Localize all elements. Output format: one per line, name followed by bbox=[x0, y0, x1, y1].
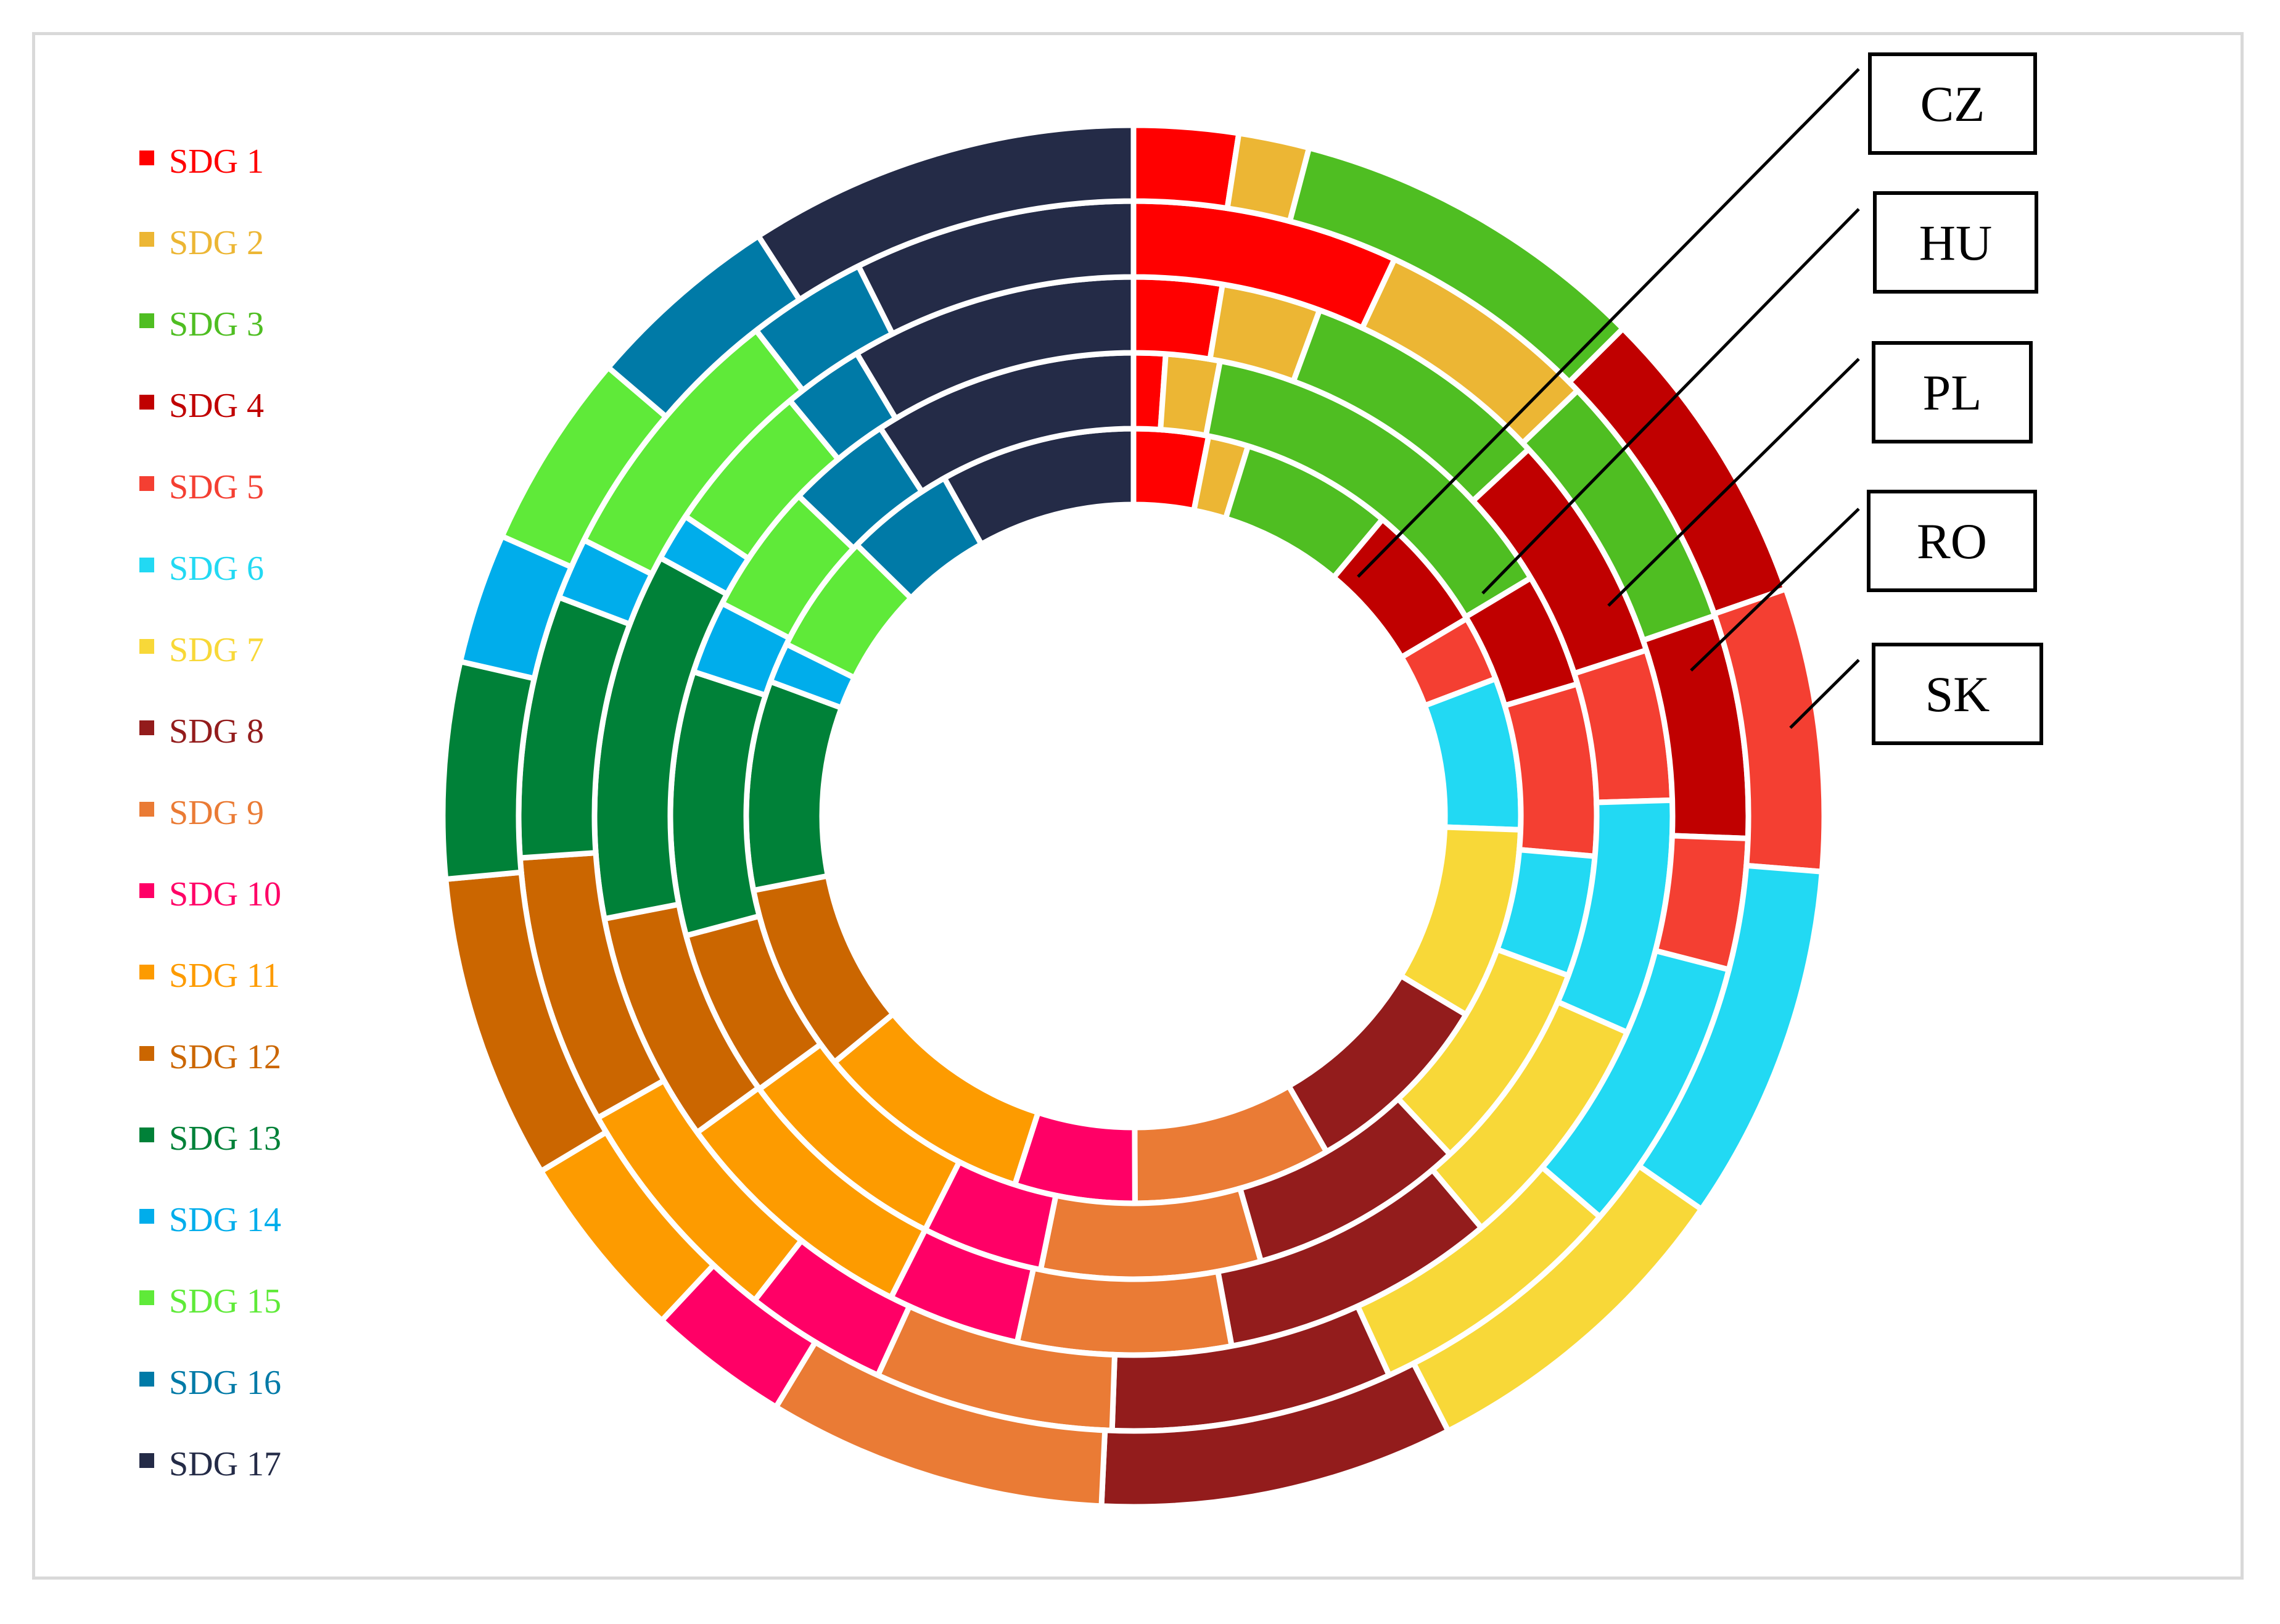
slice-hu-sdg-9 bbox=[1037, 1185, 1265, 1282]
slice-sk-sdg-1 bbox=[1130, 122, 1242, 212]
legend-label-sdg-5: SDG 5 bbox=[169, 468, 264, 506]
callout-box-hu bbox=[1873, 191, 2038, 294]
callout-label-pl: PL bbox=[1923, 365, 1982, 421]
legend-swatch-sdg-8 bbox=[139, 720, 154, 735]
callout-line-pl bbox=[1607, 358, 1860, 607]
legend-label-sdg-16: SDG 16 bbox=[169, 1364, 281, 1402]
legend: SDG 1 SDG 2 SDG 3 SDG 4 SDG 5 SDG 6 SDG 7 SDG 8… bbox=[139, 142, 281, 1483]
legend-label-sdg-14: SDG 14 bbox=[169, 1201, 281, 1239]
legend-swatch-sdg-7 bbox=[139, 639, 154, 654]
legend-label-sdg-13: SDG 13 bbox=[169, 1119, 281, 1158]
legend-swatch-sdg-4 bbox=[139, 395, 154, 410]
legend-swatch-sdg-9 bbox=[139, 802, 154, 817]
legend-swatch-sdg-1 bbox=[139, 150, 154, 165]
legend-label-sdg-15: SDG 15 bbox=[169, 1282, 281, 1321]
series-callouts: CZ HU PL RO SK bbox=[1357, 52, 2043, 745]
legend-swatch-sdg-14 bbox=[139, 1209, 154, 1224]
legend-swatch-sdg-11 bbox=[139, 965, 154, 979]
legend-swatch-sdg-6 bbox=[139, 558, 154, 572]
legend-swatch-sdg-2 bbox=[139, 232, 154, 247]
legend-label-sdg-7: SDG 7 bbox=[169, 631, 264, 669]
callout-line-ro bbox=[1690, 508, 1860, 672]
callout-line-sk bbox=[1789, 659, 1860, 729]
callout-label-hu: HU bbox=[1919, 215, 1992, 271]
legend-swatch-sdg-17 bbox=[139, 1453, 154, 1468]
legend-swatch-sdg-15 bbox=[139, 1290, 154, 1305]
callout-line-hu bbox=[1481, 208, 1860, 595]
legend-label-sdg-10: SDG 10 bbox=[169, 875, 281, 913]
slice-sk-sdg-17 bbox=[754, 122, 1137, 304]
callout-line-cz bbox=[1357, 68, 1860, 578]
legend-swatch-sdg-12 bbox=[139, 1046, 154, 1061]
callout-box-pl bbox=[1872, 341, 2033, 443]
slice-pl-sdg-9 bbox=[1013, 1264, 1235, 1358]
callout-box-sk bbox=[1872, 643, 2043, 745]
callout-label-cz: CZ bbox=[1920, 76, 1985, 132]
legend-swatch-sdg-5 bbox=[139, 476, 154, 491]
legend-label-sdg-2: SDG 2 bbox=[169, 224, 264, 262]
legend-label-sdg-12: SDG 12 bbox=[169, 1038, 281, 1076]
legend-label-sdg-9: SDG 9 bbox=[169, 794, 264, 832]
callout-label-sk: SK bbox=[1925, 666, 1990, 722]
legend-swatch-sdg-13 bbox=[139, 1127, 154, 1142]
legend-label-sdg-8: SDG 8 bbox=[169, 712, 264, 751]
legend-label-sdg-3: SDG 3 bbox=[169, 305, 264, 344]
donut-rings bbox=[440, 122, 1827, 1510]
legend-label-sdg-11: SDG 11 bbox=[169, 957, 280, 995]
slice-pl-sdg-1 bbox=[1130, 274, 1226, 363]
callout-box-cz bbox=[1868, 52, 2037, 155]
callout-label-ro: RO bbox=[1917, 513, 1987, 569]
legend-label-sdg-6: SDG 6 bbox=[169, 550, 264, 588]
slice-sk-sdg-13 bbox=[440, 658, 538, 883]
legend-swatch-sdg-10 bbox=[139, 883, 154, 898]
legend-swatch-sdg-3 bbox=[139, 313, 154, 328]
legend-label-sdg-4: SDG 4 bbox=[169, 387, 264, 425]
legend-label-sdg-1: SDG 1 bbox=[169, 142, 264, 181]
legend-label-sdg-17: SDG 17 bbox=[169, 1445, 281, 1483]
callout-box-ro bbox=[1867, 490, 2037, 592]
legend-swatch-sdg-16 bbox=[139, 1372, 154, 1387]
